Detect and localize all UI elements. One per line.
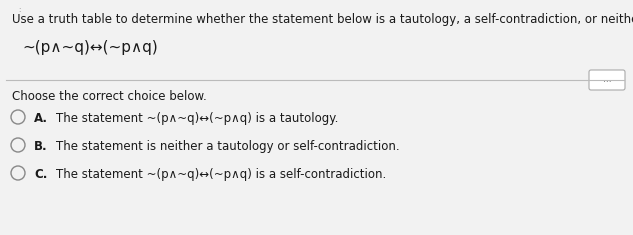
- Text: C.: C.: [34, 168, 47, 181]
- Text: The statement ~(p∧~q)↔(~p∧q) is a self-contradiction.: The statement ~(p∧~q)↔(~p∧q) is a self-c…: [56, 168, 386, 181]
- FancyBboxPatch shape: [589, 70, 625, 90]
- Text: Use a truth table to determine whether the statement below is a tautology, a sel: Use a truth table to determine whether t…: [12, 13, 633, 26]
- Text: The statement is neither a tautology or self-contradiction.: The statement is neither a tautology or …: [56, 140, 399, 153]
- Text: ...: ...: [603, 75, 611, 85]
- Text: A.: A.: [34, 112, 48, 125]
- Text: Choose the correct choice below.: Choose the correct choice below.: [12, 90, 207, 103]
- Text: :: :: [18, 7, 20, 13]
- Text: B.: B.: [34, 140, 47, 153]
- Text: The statement ~(p∧~q)↔(~p∧q) is a tautology.: The statement ~(p∧~q)↔(~p∧q) is a tautol…: [56, 112, 339, 125]
- Text: ~(p∧~q)↔(~p∧q): ~(p∧~q)↔(~p∧q): [22, 40, 158, 55]
